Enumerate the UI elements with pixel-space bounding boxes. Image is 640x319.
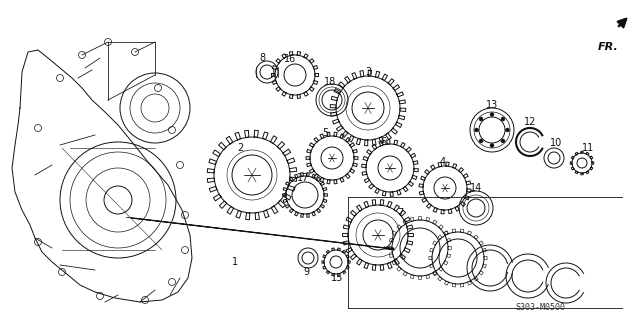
Circle shape [479,117,483,121]
Text: 16: 16 [284,54,296,64]
Text: 10: 10 [550,138,562,148]
Text: 5: 5 [322,128,328,138]
Text: S303-M0500: S303-M0500 [515,303,565,313]
Text: 6: 6 [380,137,386,147]
Text: 12: 12 [524,117,536,127]
Text: 11: 11 [582,143,594,153]
Text: 15: 15 [331,273,343,283]
Circle shape [501,117,505,121]
Text: 2: 2 [237,143,243,153]
Text: 8: 8 [259,53,265,63]
Circle shape [474,128,479,132]
Circle shape [490,113,494,116]
Circle shape [506,128,509,132]
Text: 4: 4 [440,157,446,167]
Text: 17: 17 [297,173,309,183]
Text: 3: 3 [365,67,371,77]
Text: 7: 7 [397,208,403,218]
Text: FR.: FR. [598,42,619,52]
Text: 1: 1 [232,257,238,267]
Text: 14: 14 [470,183,482,193]
Circle shape [490,144,494,147]
Circle shape [479,139,483,143]
Text: 9: 9 [303,267,309,277]
Text: 13: 13 [486,100,498,110]
Circle shape [501,139,505,143]
Text: 18: 18 [324,77,336,87]
